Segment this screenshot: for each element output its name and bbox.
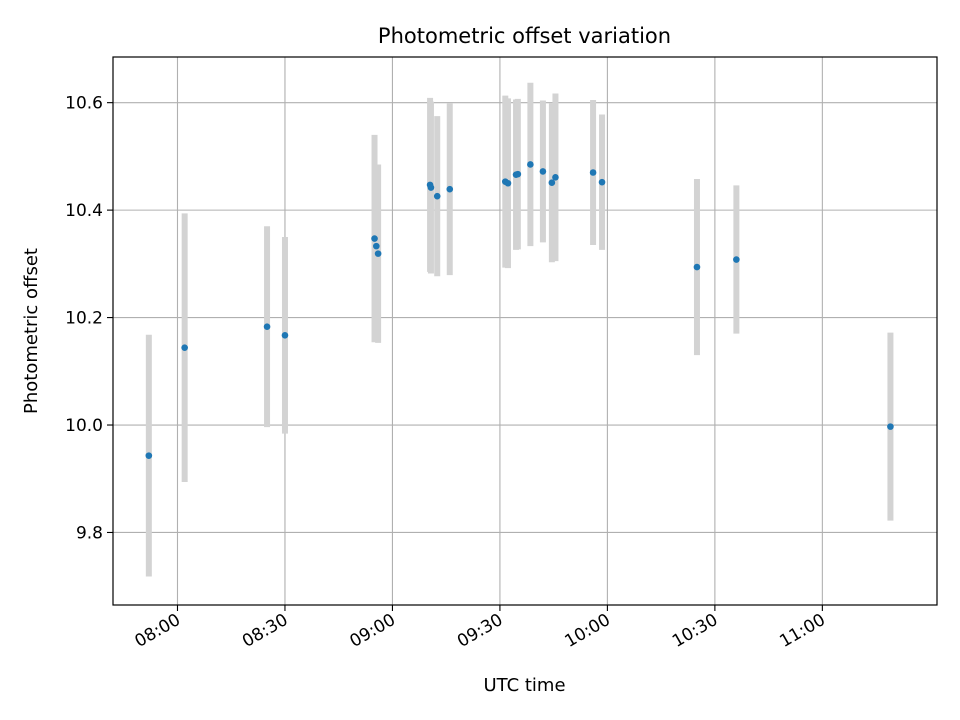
- chart-title: Photometric offset variation: [378, 24, 671, 48]
- data-point: [263, 323, 271, 331]
- data-point: [527, 161, 534, 168]
- data-point: [281, 331, 289, 339]
- data-point: [371, 235, 378, 242]
- data-point: [181, 344, 188, 351]
- data-point: [589, 169, 597, 176]
- data-point: [145, 452, 153, 459]
- data-point: [552, 174, 559, 181]
- y-tick-label: 10.6: [65, 94, 103, 114]
- y-tick-label: 9.8: [76, 523, 103, 543]
- data-point: [446, 185, 454, 193]
- x-axis-label: UTC time: [483, 675, 565, 696]
- y-axis-label: Photometric offset: [21, 248, 42, 414]
- data-point: [433, 192, 441, 200]
- plot-frame: [112, 56, 938, 606]
- y-axis-ticks: 9.8 10.0 10.2 10.4 10.6: [65, 94, 113, 543]
- data-point: [733, 256, 740, 263]
- data-point: [374, 250, 382, 257]
- data-point: [539, 168, 547, 175]
- y-tick-label: 10.0: [65, 416, 103, 436]
- data-point: [548, 179, 556, 187]
- data-point: [504, 179, 512, 187]
- data-point: [598, 178, 606, 186]
- y-tick-label: 10.4: [65, 201, 103, 221]
- y-tick-label: 10.2: [65, 309, 103, 329]
- data-point: [514, 170, 522, 178]
- data-point: [373, 242, 380, 250]
- data-point: [887, 423, 894, 430]
- data-point: [693, 263, 701, 271]
- data-points: [145, 161, 894, 459]
- data-point: [427, 184, 435, 191]
